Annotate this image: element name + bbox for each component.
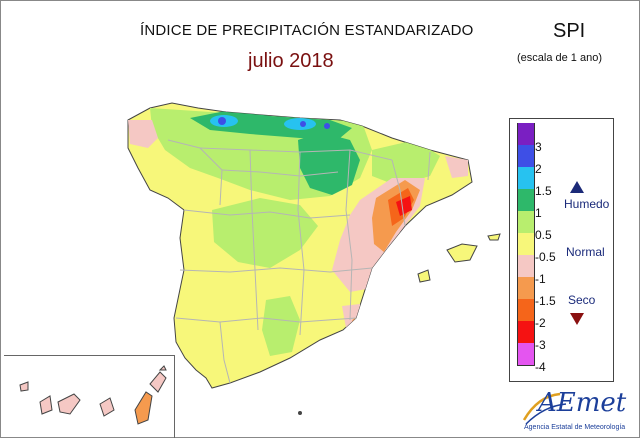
aemet-logo bbox=[522, 392, 567, 425]
legend-tick: 1 bbox=[535, 206, 542, 220]
canary-inset-frame bbox=[4, 355, 175, 438]
region-green-north bbox=[298, 132, 360, 195]
ceuta-marker bbox=[298, 411, 302, 415]
legend-category-normal: Normal bbox=[566, 245, 605, 259]
legend-tick: -1 bbox=[535, 272, 546, 286]
legend-tick: 2 bbox=[535, 162, 542, 176]
legend-swatch-10 bbox=[517, 343, 535, 366]
dry-arrow-icon bbox=[570, 313, 584, 325]
legend-swatch-3 bbox=[517, 189, 535, 211]
region-blue-basque bbox=[324, 123, 330, 129]
legend-swatch-9 bbox=[517, 321, 535, 343]
peninsula bbox=[127, 102, 473, 389]
region-blue-cantabria bbox=[300, 121, 306, 127]
legend-tick: -4 bbox=[535, 360, 546, 374]
legend-swatch-2 bbox=[517, 167, 535, 189]
legend-swatch-1 bbox=[517, 145, 535, 167]
legend-swatch-4 bbox=[517, 211, 535, 233]
region-light-green-east bbox=[372, 140, 440, 186]
legend-category-wet: Humedo bbox=[564, 197, 610, 211]
legend-tick: -1.5 bbox=[535, 294, 556, 308]
legend-swatch-6 bbox=[517, 255, 535, 277]
legend-tick: 1.5 bbox=[535, 184, 552, 198]
legend-swatch-7 bbox=[517, 277, 535, 299]
aemet-logo-text: AEmet bbox=[538, 388, 627, 418]
legend-tick: -2 bbox=[535, 316, 546, 330]
balearic-islands bbox=[417, 233, 501, 283]
region-light-green-south bbox=[262, 296, 300, 356]
scale-note: (escala de 1 ano) bbox=[517, 52, 602, 64]
canary-islands bbox=[19, 365, 167, 425]
legend-tick: -0.5 bbox=[535, 250, 556, 264]
region-blue-asturias bbox=[218, 117, 226, 125]
legend-swatch-5 bbox=[517, 233, 535, 255]
legend-swatch-8 bbox=[517, 299, 535, 321]
legend-tick: 3 bbox=[535, 140, 542, 154]
index-label: SPI bbox=[553, 20, 586, 42]
province-boundaries bbox=[167, 139, 431, 384]
aemet-logo-tagline: Agencia Estatal de Meteorología bbox=[524, 424, 626, 431]
legend-swatch-0 bbox=[517, 123, 535, 145]
region-orange-murcia bbox=[352, 318, 360, 326]
legend-tick: 0.5 bbox=[535, 228, 552, 242]
legend-category-dry: Seco bbox=[568, 293, 596, 307]
legend: 3 2 1.5 1 0.5 -0.5 -1 -1.5 -2 -3 -4 Hume… bbox=[509, 118, 614, 382]
region-pink-galicia bbox=[128, 120, 158, 148]
region-red-castellon bbox=[396, 196, 412, 216]
region-pink-catalonia bbox=[445, 156, 468, 178]
map-title: ÍNDICE DE PRECIPITACIÓN ESTANDARIZADO bbox=[140, 22, 474, 39]
wet-arrow-icon bbox=[570, 181, 584, 193]
legend-tick: -3 bbox=[535, 338, 546, 352]
map-subtitle: julio 2018 bbox=[248, 50, 334, 72]
